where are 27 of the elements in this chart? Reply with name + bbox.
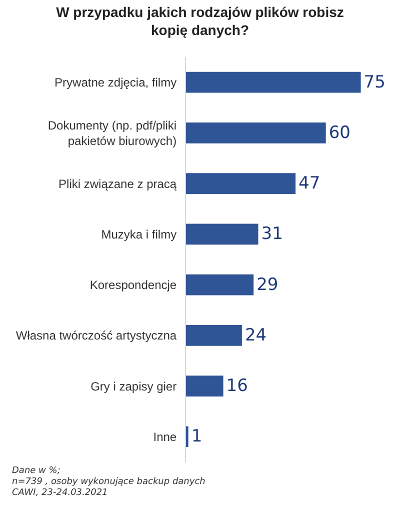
data-label: 1 bbox=[191, 426, 202, 447]
bar bbox=[186, 325, 242, 346]
data-label: 47 bbox=[298, 174, 320, 194]
bar bbox=[186, 376, 224, 396]
chart-title: W przypadku jakich rodzajów plików robisz kopię danych? bbox=[56, 4, 344, 38]
data-label: 75 bbox=[364, 72, 386, 92]
data-label: 31 bbox=[261, 224, 283, 244]
bar bbox=[186, 173, 296, 194]
data-label: 29 bbox=[256, 274, 278, 295]
y-tick-label: Muzyka i filmy bbox=[101, 227, 177, 242]
bar bbox=[186, 224, 258, 245]
data-label: 16 bbox=[226, 376, 248, 396]
y-tick-label: Gry i zapisy gier bbox=[90, 379, 177, 394]
bar bbox=[186, 72, 361, 93]
bar bbox=[186, 122, 326, 144]
y-tick-label: Prywatne zdjęcia, filmy bbox=[54, 76, 177, 90]
y-tick-label: Korespondencje bbox=[90, 278, 177, 292]
y-tick-label: Inne bbox=[153, 430, 177, 444]
text: Dane w %; bbox=[12, 466, 60, 476]
text: CAWI, 23-24.03.2021 bbox=[12, 488, 108, 498]
y-tick-label: Własna twórczość artystyczna bbox=[16, 328, 177, 343]
data-label: 24 bbox=[244, 325, 267, 346]
y-tick-label: Dokumenty (np. pdf/pliki pakietów biurowych) bbox=[48, 118, 177, 148]
data-label: 60 bbox=[328, 122, 350, 143]
y-tick-label: Pliki związane z pracą bbox=[58, 176, 177, 191]
text: n=739 , osoby wykonujące backup danych bbox=[12, 477, 206, 487]
bar bbox=[186, 274, 254, 296]
